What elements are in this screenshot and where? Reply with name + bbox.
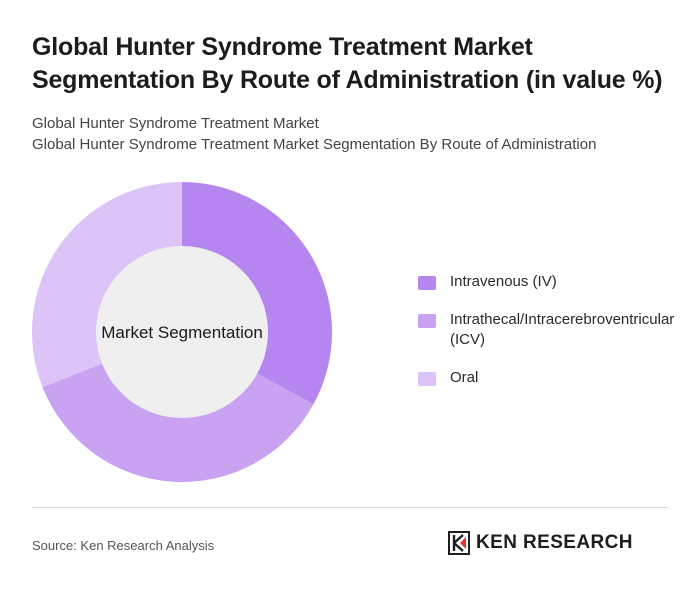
ken-research-logo-icon	[448, 531, 470, 555]
source-note: Source: Ken Research Analysis	[32, 538, 215, 553]
legend-label-intrathecal: Intrathecal/Intracerebroventricular (ICV…	[450, 311, 675, 348]
donut-center-hole	[96, 246, 268, 418]
footer-divider	[32, 507, 668, 508]
legend-item-intravenous: Intravenous (IV)	[418, 272, 678, 292]
chart-subtitle: Global Hunter Syndrome Treatment Market …	[32, 113, 682, 155]
legend-label-intravenous: Intravenous (IV)	[450, 273, 557, 290]
legend-item-intrathecal: Intrathecal/Intracerebroventricular (ICV…	[418, 310, 678, 350]
chart-subtitle-line-2: Global Hunter Syndrome Treatment Market …	[32, 136, 597, 153]
legend-label-oral: Oral	[450, 369, 479, 386]
donut-chart: Market Segmentation	[31, 182, 333, 483]
chart-legend: Intravenous (IV) Intrathecal/Intracerebr…	[418, 272, 678, 406]
ken-research-logo-text: KEN RESEARCH	[476, 532, 633, 553]
chart-title-line-2: Segmentation By Route of Administration …	[32, 66, 663, 94]
chart-title: Global Hunter Syndrome Treatment Market …	[32, 31, 682, 97]
chart-title-line-1: Global Hunter Syndrome Treatment Market	[32, 33, 533, 61]
legend-swatch-intrathecal	[418, 314, 436, 328]
donut-center-label: Market Segmentation	[101, 323, 263, 342]
chart-subtitle-line-1: Global Hunter Syndrome Treatment Market	[32, 115, 319, 132]
legend-item-oral: Oral	[418, 368, 678, 388]
legend-swatch-intravenous	[418, 276, 436, 290]
ken-research-logo: KEN RESEARCH	[448, 531, 633, 555]
legend-swatch-oral	[418, 372, 436, 386]
